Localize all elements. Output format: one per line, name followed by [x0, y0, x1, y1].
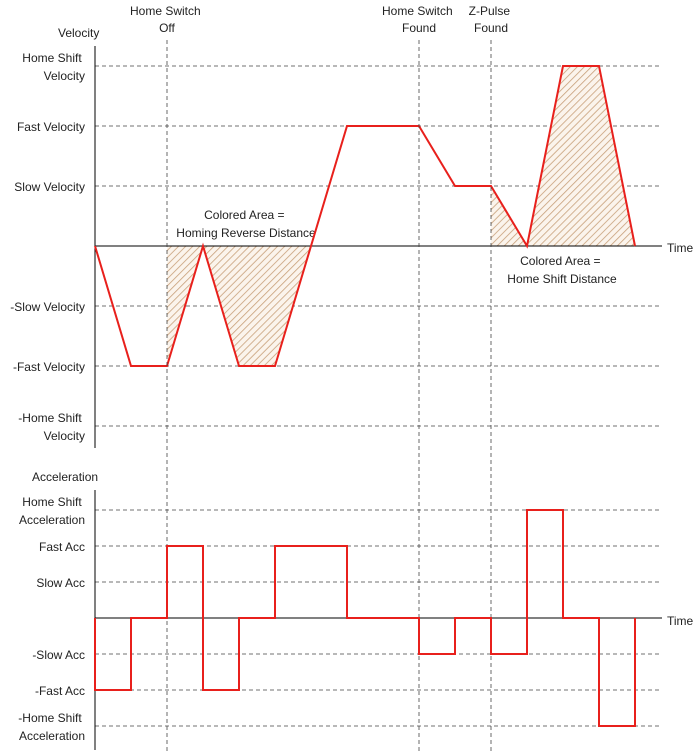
vel-label-slow-pos: Slow Velocity: [14, 180, 85, 194]
home-shift-annotation: Colored Area = Home Shift Distance: [507, 254, 617, 286]
acc-label-slow-neg: -Slow Acc: [32, 648, 85, 662]
event-label-home-switch-found: Home Switch Found: [382, 4, 456, 35]
vel-label-home-shift-neg: -Home Shift Velocity: [18, 411, 85, 443]
acceleration-time-label: Time: [667, 614, 694, 628]
event-label-z-pulse-found: Z-Pulse Found: [469, 4, 514, 35]
acc-label-fast-pos: Fast Acc: [39, 540, 85, 554]
velocity-chart: Velocity Time Home Switch Off Home Switc…: [10, 4, 694, 448]
vel-label-slow-neg: -Slow Velocity: [10, 300, 85, 314]
homing-reverse-annotation: Colored Area = Homing Reverse Distance: [176, 208, 316, 240]
vel-label-home-shift-pos: Home Shift Velocity: [22, 51, 85, 83]
velocity-axis-title: Velocity: [58, 26, 99, 40]
velocity-time-label: Time: [667, 241, 694, 255]
event-label-home-switch-off: Home Switch Off: [130, 4, 204, 35]
vel-label-fast-neg: -Fast Velocity: [13, 360, 85, 374]
acc-label-fast-neg: -Fast Acc: [35, 684, 85, 698]
acc-label-slow-pos: Slow Acc: [36, 576, 85, 590]
velocity-profile-line: [94, 65, 636, 367]
acc-label-home-shift-pos: Home Shift Acceleration: [19, 495, 85, 527]
acceleration-chart: Acceleration Time Home Shift Acceleratio…: [18, 470, 694, 750]
vel-label-fast-pos: Fast Velocity: [17, 120, 85, 134]
acceleration-axis-title: Acceleration: [32, 470, 98, 484]
home-shift-distance-area: [491, 66, 635, 246]
acc-label-home-shift-neg: -Home Shift Acceleration: [18, 711, 85, 743]
acceleration-profile-line: [94, 509, 636, 727]
homing-reverse-distance-area: [167, 246, 311, 366]
